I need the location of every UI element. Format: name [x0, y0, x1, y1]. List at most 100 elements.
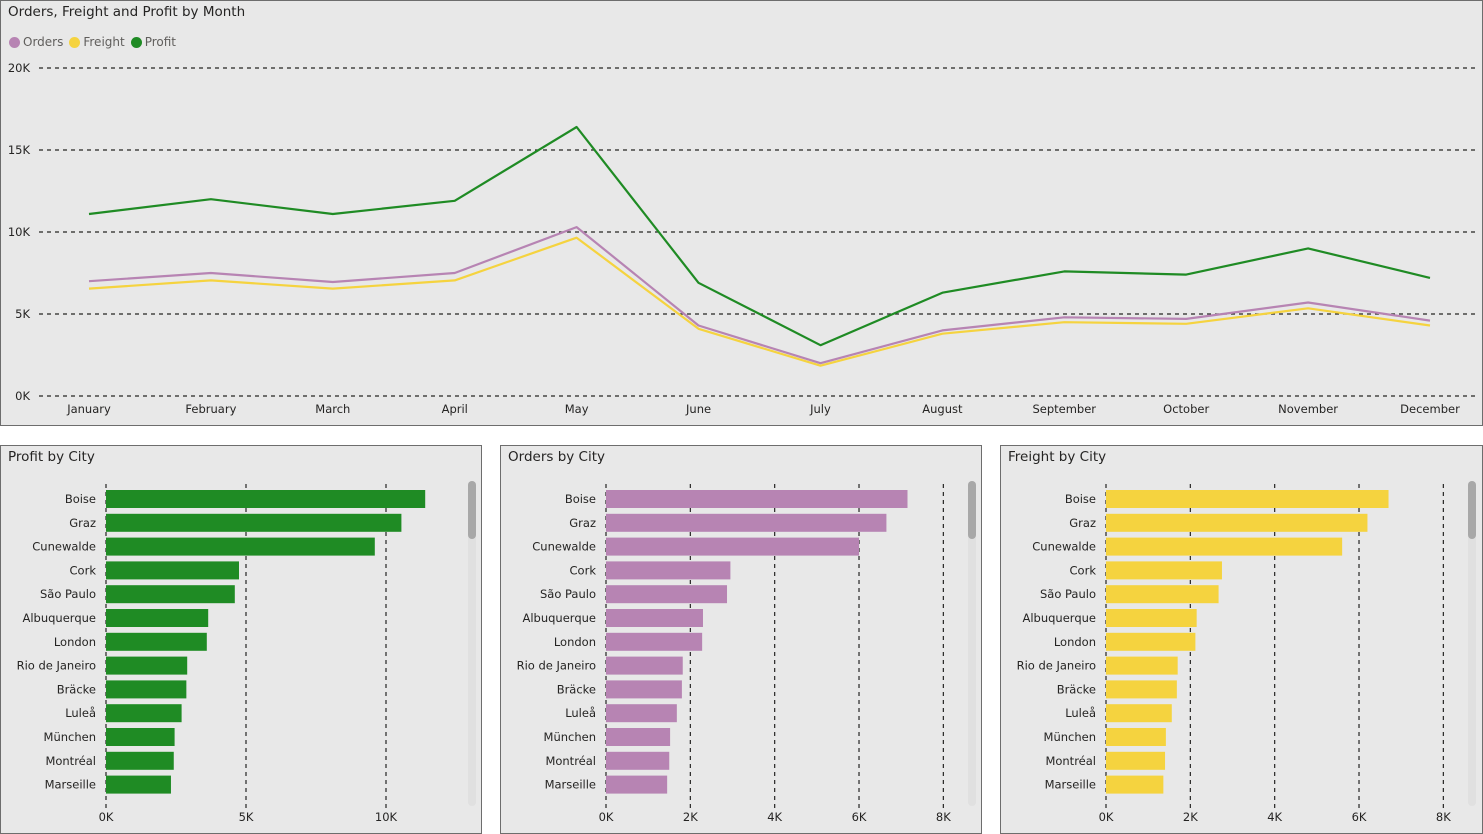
x-tick-label-10k: 10K — [375, 810, 398, 824]
bar-rio-de-janeiro[interactable] — [1106, 656, 1178, 675]
x-tick-label-october: October — [1163, 402, 1209, 416]
data-point-profit-april[interactable] — [452, 198, 458, 204]
bar-lulea[interactable] — [106, 704, 182, 723]
bar-london[interactable] — [1106, 632, 1196, 651]
bar-cunewalde[interactable] — [1106, 537, 1343, 556]
bar-rio-de-janeiro[interactable] — [106, 656, 188, 675]
line-chart-panel[interactable]: Orders, Freight and Profit by Month Orde… — [0, 0, 1483, 426]
profit-by-city-scroll-thumb[interactable] — [468, 481, 476, 539]
profit-by-city-scrollbar[interactable] — [468, 481, 476, 806]
bar-graz[interactable] — [606, 513, 887, 532]
category-label-marseille: Marseille — [45, 778, 96, 792]
data-point-profit-august[interactable] — [939, 290, 945, 296]
bar-cork[interactable] — [106, 561, 239, 580]
category-label-albuquerque: Albuquerque — [522, 611, 596, 625]
orders-by-city-panel[interactable]: Orders by City 0K 2K 4K 6K 8K Boise Graz Cunewa… — [500, 445, 982, 834]
bar-munchen[interactable] — [106, 728, 175, 746]
data-point-freight-december[interactable] — [1427, 322, 1433, 328]
bar-cunewalde[interactable] — [606, 537, 860, 556]
data-point-freight-april[interactable] — [452, 277, 458, 283]
data-point-orders-may[interactable] — [574, 224, 580, 230]
data-point-orders-march[interactable] — [330, 279, 336, 285]
bar-bracke[interactable] — [606, 680, 682, 699]
data-point-profit-may[interactable] — [574, 124, 580, 130]
legend-item-orders[interactable]: Orders — [9, 35, 63, 49]
bar-sao-paulo[interactable] — [1106, 585, 1219, 604]
bar-sao-paulo[interactable] — [106, 585, 235, 604]
bar-lulea[interactable] — [1106, 704, 1172, 723]
bar-bracke[interactable] — [106, 680, 187, 699]
bar-bracke[interactable] — [1106, 680, 1177, 699]
bar-london[interactable] — [606, 632, 703, 651]
bar-sao-paulo[interactable] — [606, 585, 728, 604]
series-line-freight[interactable] — [88, 236, 1431, 367]
legend-item-profit[interactable]: Profit — [130, 35, 176, 49]
bar-marseille[interactable] — [606, 775, 668, 794]
data-point-freight-november[interactable] — [1305, 305, 1311, 311]
profit-by-city-title: Profit by City — [8, 449, 95, 465]
data-point-profit-november[interactable] — [1305, 245, 1311, 251]
bar-munchen[interactable] — [606, 728, 671, 746]
x-tick-label-november: November — [1278, 402, 1338, 416]
data-point-freight-july[interactable] — [817, 363, 823, 369]
category-label-london: London — [554, 635, 596, 649]
line-chart-plot[interactable]: 0K 5K 10K 15K 20K January February March April Ma… — [1, 1, 1482, 425]
data-point-orders-january[interactable] — [86, 278, 92, 284]
bar-munchen[interactable] — [1106, 728, 1166, 746]
bar-boise[interactable] — [106, 490, 426, 508]
bar-lulea[interactable] — [606, 704, 677, 723]
bar-montreal[interactable] — [106, 751, 174, 770]
bar-albuquerque[interactable] — [606, 609, 703, 627]
data-point-freight-january[interactable] — [86, 286, 92, 292]
x-tick-label-5k: 5K — [239, 810, 254, 824]
data-point-freight-september[interactable] — [1061, 319, 1067, 325]
legend-item-freight[interactable]: Freight — [69, 35, 125, 49]
data-point-profit-december[interactable] — [1427, 275, 1433, 281]
data-point-profit-june[interactable] — [696, 280, 702, 286]
freight-by-city-scrollbar[interactable] — [1468, 481, 1476, 806]
data-point-orders-april[interactable] — [452, 270, 458, 276]
data-point-profit-september[interactable] — [1061, 268, 1067, 274]
bar-cork[interactable] — [606, 561, 731, 580]
bar-london[interactable] — [106, 632, 207, 651]
bar-marseille[interactable] — [1106, 775, 1164, 794]
bar-cunewalde[interactable] — [106, 537, 375, 556]
series-line-orders[interactable] — [88, 226, 1431, 365]
data-point-freight-october[interactable] — [1183, 321, 1189, 327]
freight-by-city-plot[interactable]: 0K 2K 4K 6K 8K Boise Graz Cunewalde Cork São Paul… — [1001, 446, 1482, 833]
bar-cork[interactable] — [1106, 561, 1222, 580]
bar-marseille[interactable] — [106, 775, 171, 794]
category-label-marseille: Marseille — [1045, 778, 1096, 792]
freight-by-city-panel[interactable]: Freight by City 0K 2K 4K 6K 8K Boise Graz Cunew… — [1000, 445, 1483, 834]
data-point-profit-october[interactable] — [1183, 272, 1189, 278]
profit-by-city-panel[interactable]: Profit by City 0K 5K 10K Boise Graz Cunewalde… — [0, 445, 482, 834]
data-point-profit-february[interactable] — [208, 196, 214, 202]
data-point-orders-november[interactable] — [1305, 300, 1311, 306]
bar-graz[interactable] — [1106, 513, 1368, 532]
freight-by-city-scroll-thumb[interactable] — [1468, 481, 1476, 539]
bar-montreal[interactable] — [1106, 751, 1166, 770]
data-point-profit-july[interactable] — [817, 342, 823, 348]
bar-rio-de-janeiro[interactable] — [606, 656, 683, 675]
data-point-freight-june[interactable] — [696, 326, 702, 332]
category-label-cunewalde: Cunewalde — [532, 540, 596, 554]
series-line-profit[interactable] — [88, 125, 1431, 347]
bar-boise[interactable] — [606, 490, 908, 508]
bar-albuquerque[interactable] — [1106, 609, 1197, 627]
data-point-freight-may[interactable] — [574, 235, 580, 241]
orders-by-city-plot[interactable]: 0K 2K 4K 6K 8K Boise Graz Cunewalde Cork São Paul… — [501, 446, 981, 833]
orders-by-city-scrollbar[interactable] — [968, 481, 976, 806]
data-point-profit-march[interactable] — [330, 211, 336, 217]
data-point-freight-august[interactable] — [939, 331, 945, 337]
bar-boise[interactable] — [1106, 490, 1389, 508]
bar-albuquerque[interactable] — [106, 609, 209, 627]
data-point-orders-february[interactable] — [208, 270, 214, 276]
data-point-freight-march[interactable] — [330, 286, 336, 292]
orders-by-city-title: Orders by City — [508, 449, 605, 465]
bar-montreal[interactable] — [606, 751, 670, 770]
bar-graz[interactable] — [106, 513, 402, 532]
orders-by-city-scroll-thumb[interactable] — [968, 481, 976, 539]
data-point-freight-february[interactable] — [208, 277, 214, 283]
data-point-profit-january[interactable] — [86, 211, 92, 217]
profit-by-city-plot[interactable]: 0K 5K 10K Boise Graz Cunewalde Cork São Paulo Al… — [1, 446, 481, 833]
